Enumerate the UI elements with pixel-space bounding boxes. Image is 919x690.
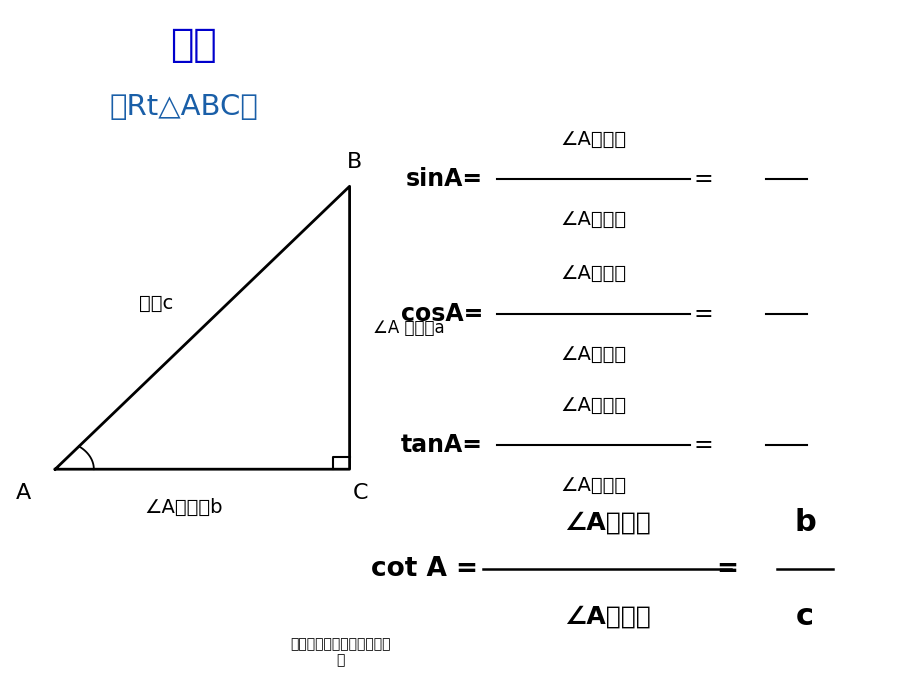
Text: A: A <box>16 484 30 503</box>
Text: c: c <box>795 602 813 631</box>
Text: ∠A的对边: ∠A的对边 <box>560 395 626 415</box>
Text: sinA=: sinA= <box>405 168 482 191</box>
Text: C: C <box>353 484 368 503</box>
Text: 最新人教版数学精品课件设
计: 最新人教版数学精品课件设 计 <box>289 637 391 667</box>
Text: =: = <box>693 302 713 326</box>
Text: cosA=: cosA= <box>400 302 482 326</box>
Text: b: b <box>793 508 815 537</box>
Text: ∠A的对边: ∠A的对边 <box>560 130 626 149</box>
Text: ∠A的斜边: ∠A的斜边 <box>560 344 626 364</box>
Text: =: = <box>693 433 713 457</box>
Text: B: B <box>346 152 361 172</box>
Text: ∠A 的对边a: ∠A 的对边a <box>372 319 444 337</box>
Text: ∠A的邻边b: ∠A的邻边b <box>144 497 223 517</box>
Text: 复习: 复习 <box>170 26 216 64</box>
Text: =: = <box>693 168 713 191</box>
Text: ∠A的邻边: ∠A的邻边 <box>563 511 650 534</box>
Text: ∠A的邻边: ∠A的邻边 <box>560 475 626 495</box>
Text: =: = <box>715 556 737 582</box>
Text: ∠A的对边: ∠A的对边 <box>563 604 650 628</box>
Text: 在Rt△ABC中: 在Rt△ABC中 <box>109 93 258 121</box>
Text: cot A =: cot A = <box>371 556 478 582</box>
Text: ∠A的斜边: ∠A的斜边 <box>560 210 626 229</box>
Text: ∠A的邻边: ∠A的邻边 <box>560 264 626 284</box>
Text: 斜边c: 斜边c <box>139 294 174 313</box>
Text: tanA=: tanA= <box>401 433 482 457</box>
